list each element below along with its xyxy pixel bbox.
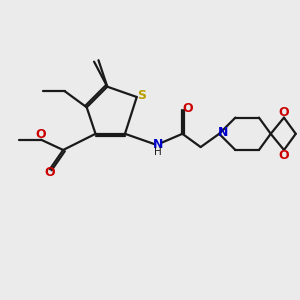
Text: O: O — [44, 167, 55, 179]
Text: N: N — [218, 126, 228, 139]
Text: S: S — [137, 89, 146, 102]
Text: H: H — [154, 147, 162, 158]
Text: O: O — [182, 102, 193, 115]
Text: O: O — [279, 149, 289, 162]
Text: N: N — [153, 138, 163, 151]
Text: O: O — [279, 106, 289, 119]
Text: O: O — [36, 128, 46, 141]
